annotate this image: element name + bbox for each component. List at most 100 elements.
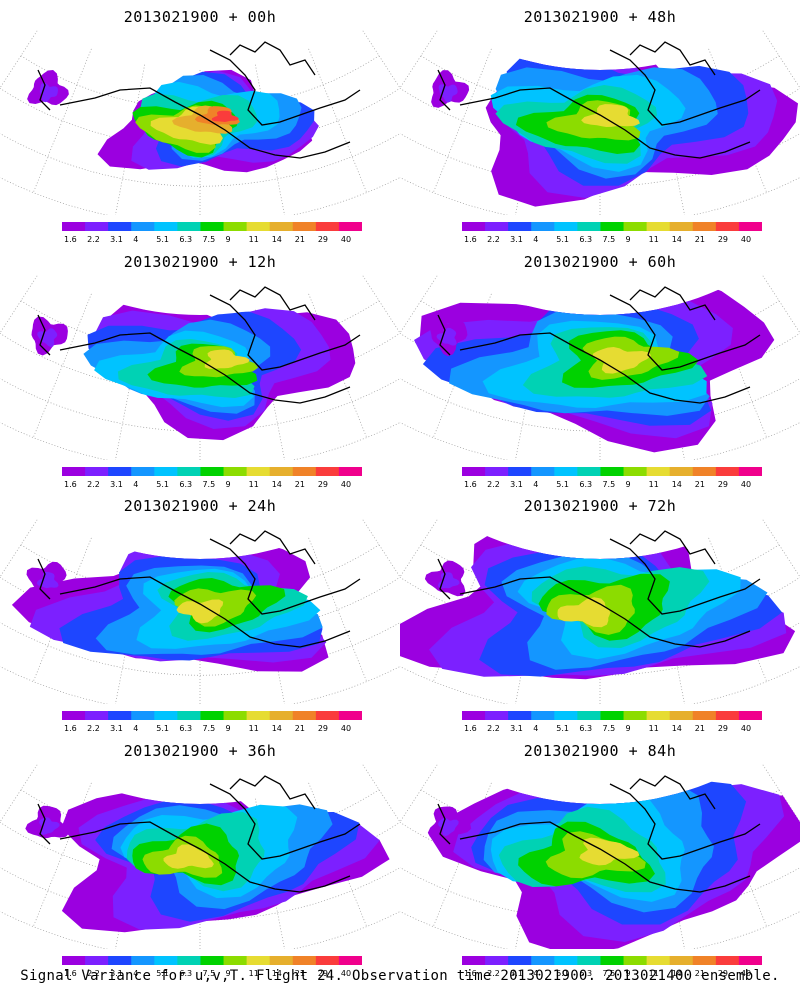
colorbar-swatch: [623, 711, 648, 720]
colorbar-label: 9: [226, 480, 231, 489]
colorbar-label: 21: [295, 724, 305, 733]
colorbar-swatch: [692, 467, 717, 476]
colorbar: 1.6 2.2 3.1 4 5.1 6.3 7.5 9 11 14 21 29 40: [62, 222, 362, 244]
forecast-panel-00h: 2013021900 + 00h 1.6 2.2 3.1 4 5.1 6.3 7.5 9 11 14…: [0, 0, 400, 245]
colorbar-swatch: [338, 222, 362, 231]
colorbar-swatch: [177, 711, 201, 720]
colorbar-label: 1.6: [64, 724, 77, 733]
panel-title: 2013021900 + 60h: [523, 253, 677, 271]
colorbar: 1.6 2.2 3.1 4 5.1 6.3 7.5 9 11 14 21 29 40: [62, 467, 362, 489]
colorbar-label: 9: [626, 969, 631, 978]
colorbar-label: 2.2: [87, 969, 100, 978]
coastlines: [437, 286, 761, 404]
colorbar-label: 11: [249, 480, 259, 489]
colorbar-swatch: [338, 956, 362, 965]
colorbar-label: 2.2: [487, 235, 500, 244]
colorbar-label: 40: [741, 969, 751, 978]
colorbar-swatch: [715, 222, 740, 231]
variance-field: [427, 779, 800, 949]
colorbar-swatch: [692, 711, 717, 720]
colorbar-swatch: [62, 222, 86, 231]
forecast-panel-24h: 2013021900 + 24h 1.6 2.2 3.1 4 5.1 6.3 7.5 9 11 14…: [0, 489, 400, 734]
colorbar-label: 21: [295, 480, 305, 489]
colorbar-label: 9: [626, 235, 631, 244]
colorbar-swatch: [692, 222, 717, 231]
colorbar-label: 11: [249, 235, 259, 244]
figure-caption: Signal Variance for u,v,T. Flight 24. Ob…: [20, 968, 780, 984]
forecast-panel-48h: 2013021900 + 48h 1.6 2.2 3.1 4 5.1 6.3 7.5 9 11 14…: [400, 0, 800, 245]
colorbar-label: 9: [626, 724, 631, 733]
colorbar-swatch: [508, 956, 532, 965]
variance-map: [0, 519, 400, 704]
colorbar-label: 1.6: [64, 969, 77, 978]
colorbar-swatch: [131, 956, 155, 965]
colorbar-swatch: [223, 711, 248, 720]
colorbar-swatch: [85, 467, 109, 476]
colorbar-label: 4: [533, 969, 538, 978]
colorbar-label: 5.1: [556, 235, 569, 244]
variance-map: [400, 275, 800, 460]
colorbar-swatch: [554, 467, 578, 476]
colorbar-label: 9: [626, 480, 631, 489]
colorbar-label: 14: [272, 480, 282, 489]
colorbar-swatch: [154, 467, 178, 476]
colorbar-swatch: [738, 956, 762, 965]
colorbar-label: 21: [295, 235, 305, 244]
colorbar-swatch: [200, 222, 225, 231]
colorbar-label: 11: [649, 480, 659, 489]
variance-field: [414, 278, 775, 453]
colorbar-label: 14: [672, 969, 682, 978]
colorbar-swatch: [600, 467, 625, 476]
colorbar-swatch: [554, 956, 578, 965]
colorbar-label: 7.5: [202, 235, 215, 244]
variance-map: [400, 764, 800, 949]
colorbar-swatch: [246, 467, 271, 476]
colorbar-label: 1.6: [464, 480, 477, 489]
colorbar-label: 29: [718, 235, 728, 244]
colorbar-label: 3.1: [110, 724, 123, 733]
colorbar-swatch: [508, 711, 532, 720]
colorbar-label: 14: [272, 235, 282, 244]
colorbar-label: 3.1: [110, 480, 123, 489]
panel-title: 2013021900 + 48h: [523, 8, 677, 26]
colorbar-swatch: [246, 222, 271, 231]
colorbar-swatch: [108, 956, 132, 965]
coastlines: [437, 530, 761, 648]
colorbar-swatch: [223, 956, 248, 965]
colorbar-swatch: [508, 222, 532, 231]
variance-field: [400, 522, 796, 680]
colorbar-swatch: [177, 956, 201, 965]
panel-title: 2013021900 + 12h: [123, 253, 277, 271]
colorbar-label: 4: [133, 969, 138, 978]
colorbar-swatch: [600, 956, 625, 965]
colorbar-swatch: [154, 711, 178, 720]
colorbar-swatch: [623, 467, 648, 476]
colorbar-swatch: [738, 711, 762, 720]
colorbar-label: 6.3: [579, 235, 592, 244]
colorbar-swatch: [462, 222, 486, 231]
colorbar-label: 14: [672, 724, 682, 733]
panel-title: 2013021900 + 36h: [123, 742, 277, 760]
variance-field: [31, 300, 356, 441]
colorbar-label: 5.1: [556, 480, 569, 489]
colorbar-swatch: [292, 711, 317, 720]
coastlines: [437, 775, 761, 893]
colorbar-swatch: [269, 711, 294, 720]
colorbar-label: 21: [695, 235, 705, 244]
colorbar-label: 14: [272, 724, 282, 733]
panel-title: 2013021900 + 84h: [523, 742, 677, 760]
colorbar-label: 2.2: [87, 480, 100, 489]
colorbar-swatch: [485, 711, 509, 720]
colorbar-label: 6.3: [179, 969, 192, 978]
coastlines: [37, 41, 361, 159]
variance-field: [25, 784, 390, 933]
colorbar-swatch: [531, 711, 555, 720]
colorbar-swatch: [485, 467, 509, 476]
colorbar-label: 6.3: [179, 724, 192, 733]
colorbar-label: 4: [533, 235, 538, 244]
colorbar-label: 29: [318, 969, 328, 978]
colorbar-swatch: [715, 711, 740, 720]
colorbar-swatch: [292, 956, 317, 965]
forecast-panel-36h: 2013021900 + 36h 1.6 2.2 3.1 4 5.1 6.3 7.5 9 11 14…: [0, 734, 400, 979]
colorbar-swatch: [508, 467, 532, 476]
